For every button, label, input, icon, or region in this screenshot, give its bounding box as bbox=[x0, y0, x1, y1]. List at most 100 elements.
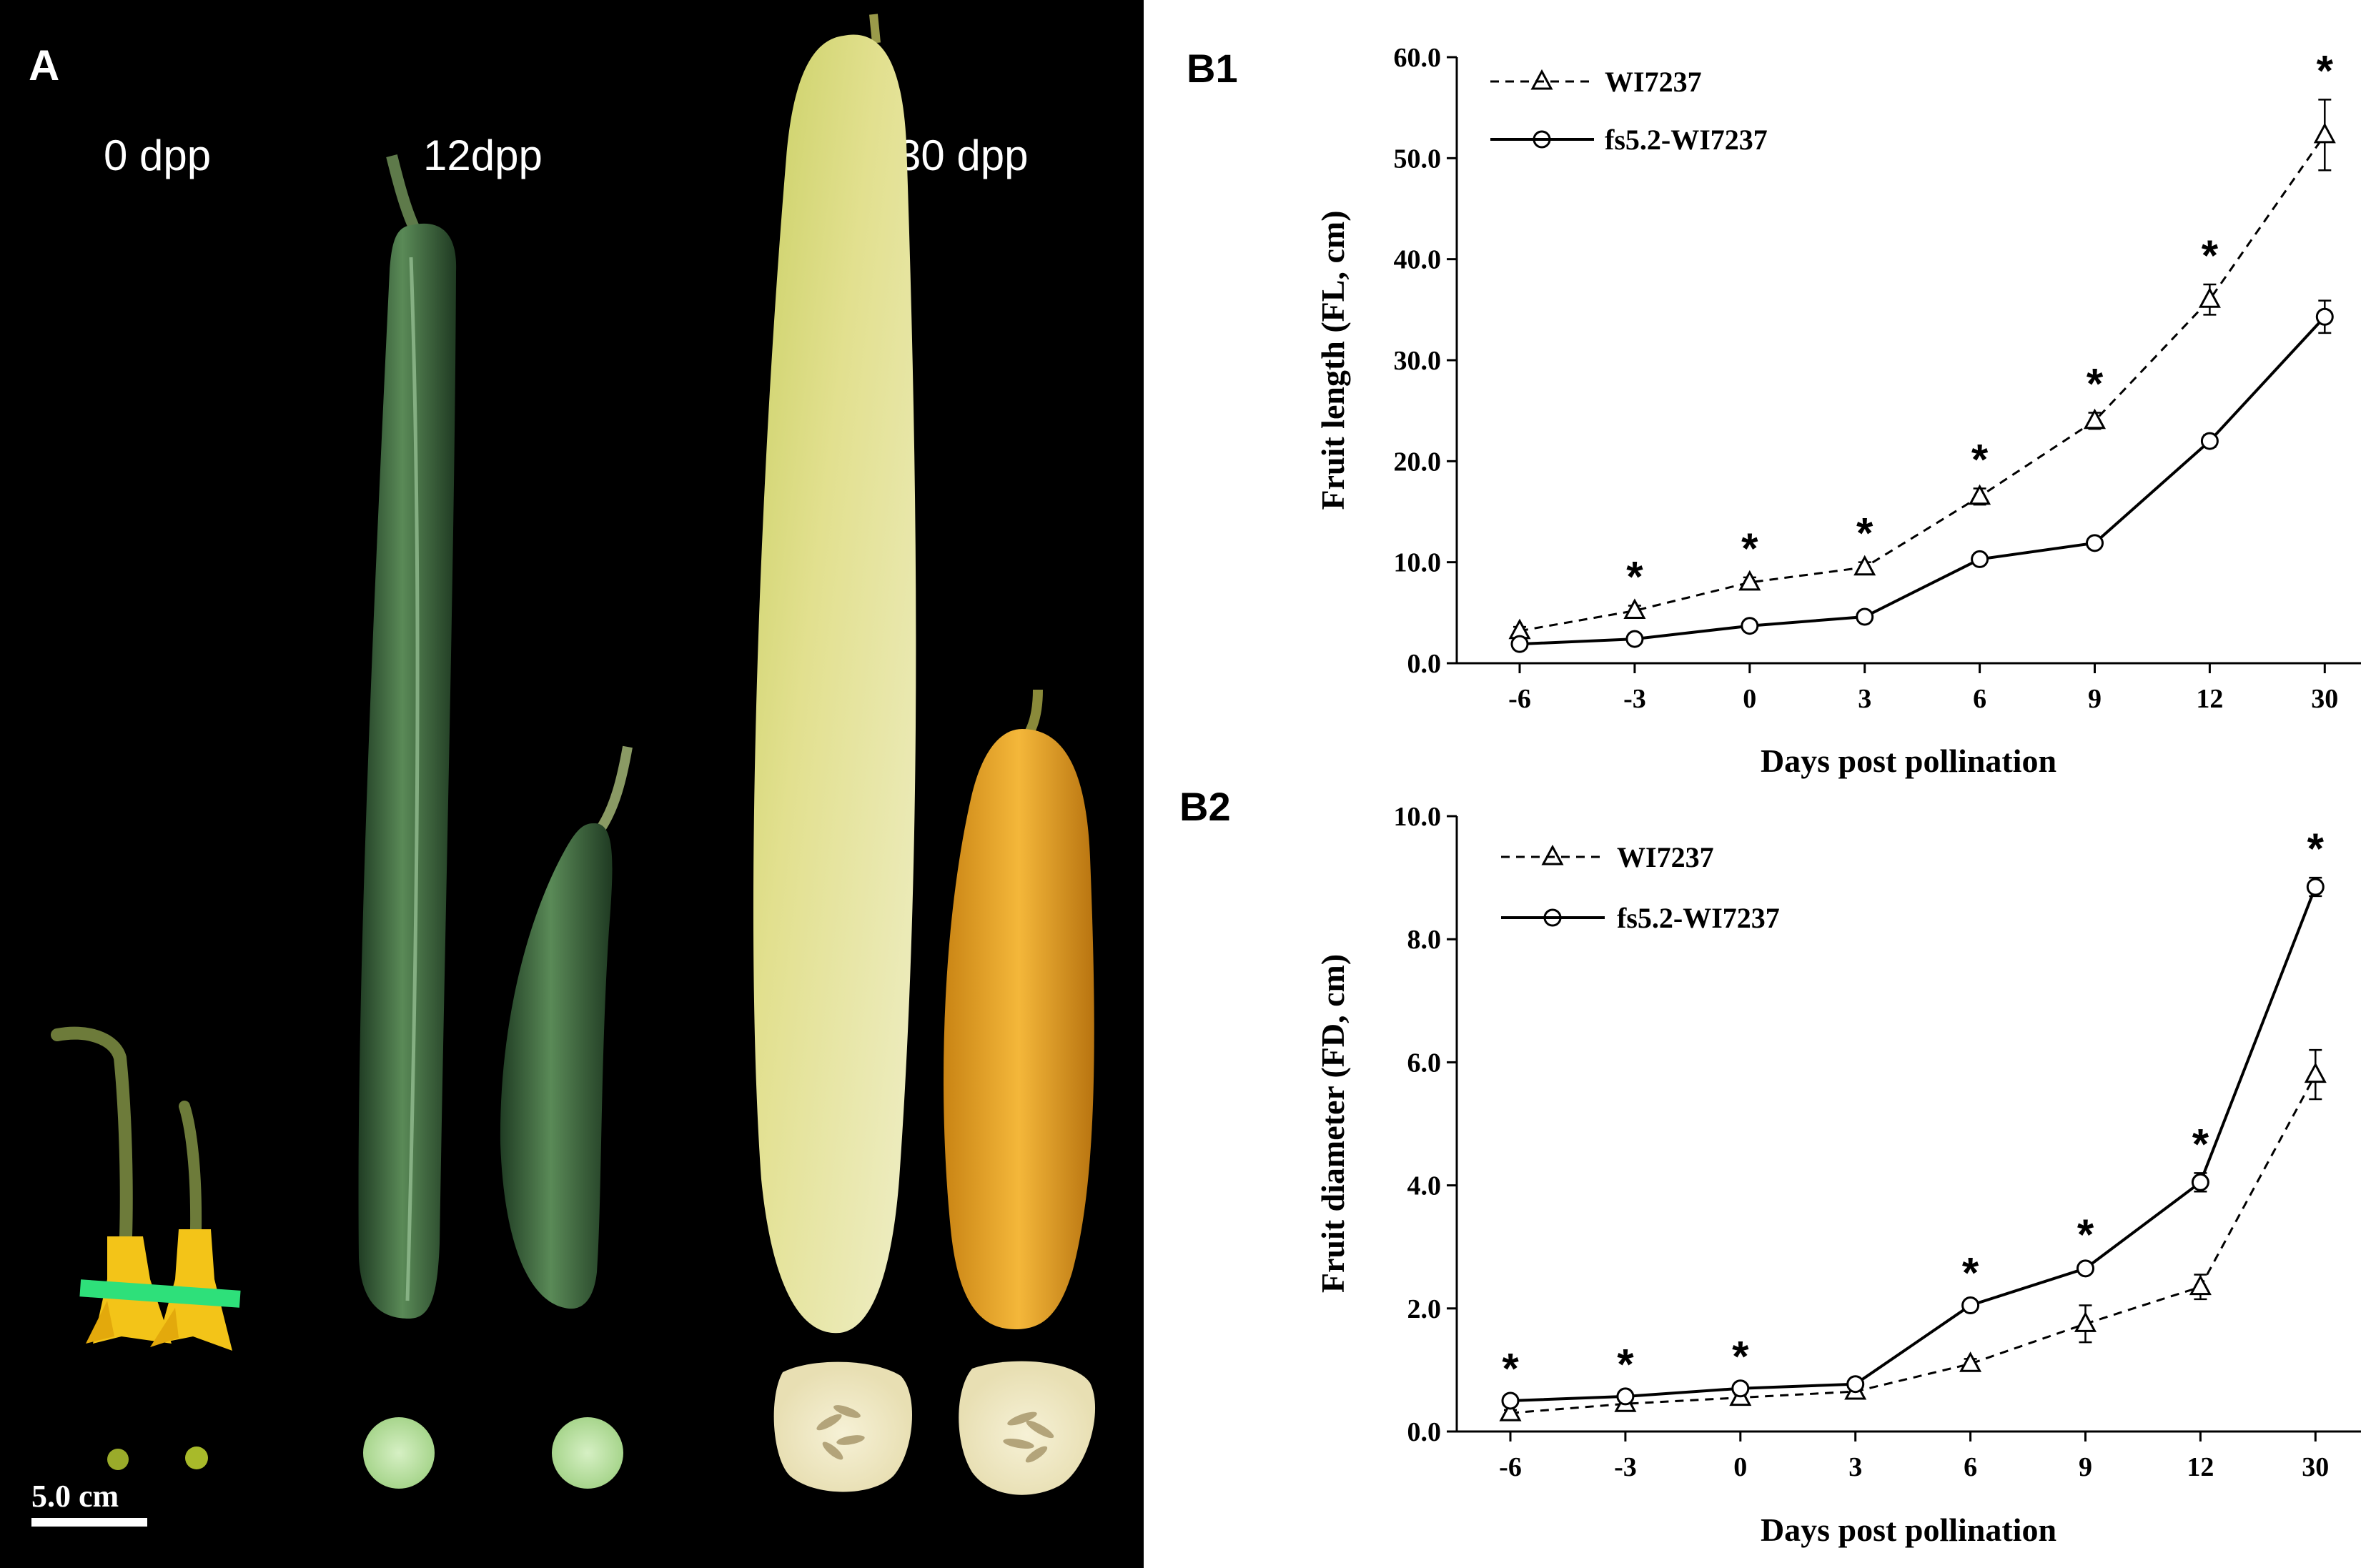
b2-y-tick-label: 4.0 bbox=[1407, 1171, 1442, 1201]
slice-30dpp-left bbox=[773, 1361, 913, 1492]
b2-significance-star: * bbox=[1962, 1249, 1979, 1296]
b1-legend-wi7237: WI7237 bbox=[1605, 66, 1702, 98]
b2-y-tick-label: 6.0 bbox=[1407, 1048, 1442, 1078]
b2-y-tick-label: 0.0 bbox=[1407, 1417, 1442, 1447]
b2-point-circle bbox=[2306, 878, 2325, 896]
b2-point-circle bbox=[2076, 1259, 2094, 1278]
b1-x-tick-label: 6 bbox=[1973, 684, 1986, 714]
b2-significance-star: * bbox=[2077, 1211, 2094, 1259]
b1-legend-fs52: fs5.2-WI7237 bbox=[1605, 124, 1768, 156]
scale-bar bbox=[31, 1518, 147, 1527]
stem-12dpp-long bbox=[386, 154, 420, 232]
b2-point-triangle bbox=[2074, 1311, 2097, 1332]
fruit-30dpp-long bbox=[753, 34, 916, 1334]
b2-significance-star: * bbox=[1502, 1345, 1519, 1393]
b1-significance-star: * bbox=[2317, 46, 2334, 94]
b1-point-circle bbox=[2200, 432, 2219, 450]
b1-series-line-fs52 bbox=[1519, 315, 2326, 646]
b2-y-axis-title: Fruit diameter (FD, cm) bbox=[1315, 954, 1351, 1293]
b2-point-circle bbox=[1846, 1375, 1865, 1394]
fruit-30dpp-short bbox=[944, 729, 1094, 1329]
b1-y-tick-label: 50.0 bbox=[1394, 144, 1442, 174]
b2-point-triangle bbox=[1499, 1401, 1522, 1421]
b2-x-tick-label: 0 bbox=[1733, 1452, 1747, 1482]
b1-point-circle bbox=[1971, 550, 1989, 568]
fruit-12dpp-long-stripe bbox=[405, 257, 420, 1301]
fruit-photo-panel: A 0 dpp 12dpp 30 dpp 5.0 cm bbox=[0, 0, 1144, 1568]
stage-label-12dpp: 12dpp bbox=[423, 132, 543, 179]
b1-x-tick-label: 30 bbox=[2311, 684, 2338, 714]
b1-significance-star: * bbox=[1971, 435, 1989, 483]
panel-b1-label: B1 bbox=[1187, 46, 1238, 91]
b1-y-tick-label: 10.0 bbox=[1394, 548, 1442, 578]
b1-x-tick-label: -3 bbox=[1623, 684, 1646, 714]
b2-legend-triangle-icon bbox=[1541, 844, 1564, 865]
fruit-12dpp-long bbox=[358, 223, 457, 1319]
b2-significance-star: * bbox=[2307, 825, 2325, 873]
slice-12dpp-left bbox=[363, 1417, 435, 1489]
b2-legend: WI7237 fs5.2-WI7237 bbox=[1501, 841, 1780, 934]
b1-significance-star: * bbox=[1856, 510, 1873, 557]
b2-x-tick-label: 12 bbox=[2187, 1452, 2214, 1482]
b1-x-tick-label: 3 bbox=[1858, 684, 1871, 714]
b1-point-triangle bbox=[2198, 287, 2221, 308]
b1-point-circle bbox=[1510, 635, 1529, 653]
fruit-12dpp-short bbox=[500, 823, 613, 1309]
b2-point-circle bbox=[1501, 1391, 1520, 1410]
b1-point-circle bbox=[2315, 307, 2334, 326]
b1-significance-star: * bbox=[1741, 525, 1758, 572]
b2-point-triangle bbox=[2304, 1062, 2327, 1083]
b1-significance-star: * bbox=[2202, 232, 2219, 279]
b1-point-triangle bbox=[1738, 570, 1761, 591]
b2-significance-star: * bbox=[1732, 1332, 1749, 1380]
b2-series-line-fs52 bbox=[1510, 886, 2317, 1402]
slice-30dpp-right bbox=[959, 1361, 1096, 1495]
panel-a-label: A bbox=[29, 41, 59, 89]
stage-label-0dpp: 0 dpp bbox=[104, 132, 211, 179]
b2-legend-wi7237: WI7237 bbox=[1617, 841, 1714, 873]
panel-b2-label: B2 bbox=[1179, 784, 1231, 829]
chart-b1: 0.010.020.030.040.050.060.0-6 -3 0 3 6 9 12 30 … bbox=[1315, 43, 2361, 779]
b1-series-line-wi7237 bbox=[1519, 134, 2326, 632]
b1-y-tick-label: 60.0 bbox=[1394, 43, 1442, 73]
b2-x-tick-label: 6 bbox=[1964, 1452, 1977, 1482]
b1-y-axis-title: Fruit length (FL, cm) bbox=[1315, 210, 1351, 510]
b1-significance-star: * bbox=[2087, 359, 2104, 407]
scale-bar-label: 5.0 cm bbox=[31, 1479, 119, 1514]
b2-x-tick-label: -6 bbox=[1499, 1452, 1522, 1482]
seed-cavity-30dpp-left bbox=[816, 1405, 865, 1460]
b2-x-tick-label: 30 bbox=[2302, 1452, 2329, 1482]
stem-30dpp-long bbox=[869, 14, 881, 44]
b2-legend-fs52: fs5.2-WI7237 bbox=[1617, 902, 1780, 934]
b1-x-tick-label: 9 bbox=[2088, 684, 2102, 714]
b1-point-circle bbox=[1625, 630, 1644, 648]
b1-y-tick-label: 0.0 bbox=[1407, 649, 1442, 679]
b1-significance-star: * bbox=[1626, 552, 1643, 600]
b1-point-circle bbox=[1741, 617, 1759, 635]
b2-y-tick-label: 2.0 bbox=[1407, 1294, 1442, 1324]
b2-point-circle bbox=[1731, 1379, 1750, 1398]
b1-x-tick-label: 12 bbox=[2196, 684, 2223, 714]
b2-significance-star: * bbox=[1617, 1341, 1634, 1389]
b2-point-circle bbox=[1961, 1296, 1980, 1314]
slice-12dpp-right bbox=[552, 1417, 623, 1489]
b1-point-triangle bbox=[1623, 598, 1646, 620]
b2-y-tick-label: 10.0 bbox=[1394, 802, 1442, 832]
b1-point-circle bbox=[2086, 534, 2104, 552]
b1-y-tick-label: 20.0 bbox=[1394, 447, 1442, 477]
b2-point-triangle bbox=[2189, 1274, 2212, 1296]
b1-point-circle bbox=[1856, 607, 1874, 626]
b2-y-tick-label: 8.0 bbox=[1407, 925, 1442, 955]
b2-x-tick-label: 3 bbox=[1848, 1452, 1862, 1482]
stage-label-30dpp: 30 dpp bbox=[897, 132, 1029, 179]
b2-x-tick-label: 9 bbox=[2079, 1452, 2092, 1482]
b1-x-axis-title: Days post pollination bbox=[1761, 743, 2056, 779]
b1-legend-circle-icon bbox=[1533, 130, 1551, 149]
b2-significance-star: * bbox=[2192, 1120, 2209, 1168]
b1-x-tick-label: 0 bbox=[1743, 684, 1756, 714]
stem-12dpp-short bbox=[596, 745, 633, 832]
b1-point-triangle bbox=[2083, 408, 2107, 430]
b2-x-axis-title: Days post pollination bbox=[1761, 1512, 2056, 1548]
seed-cavity-30dpp-right bbox=[1003, 1411, 1054, 1463]
